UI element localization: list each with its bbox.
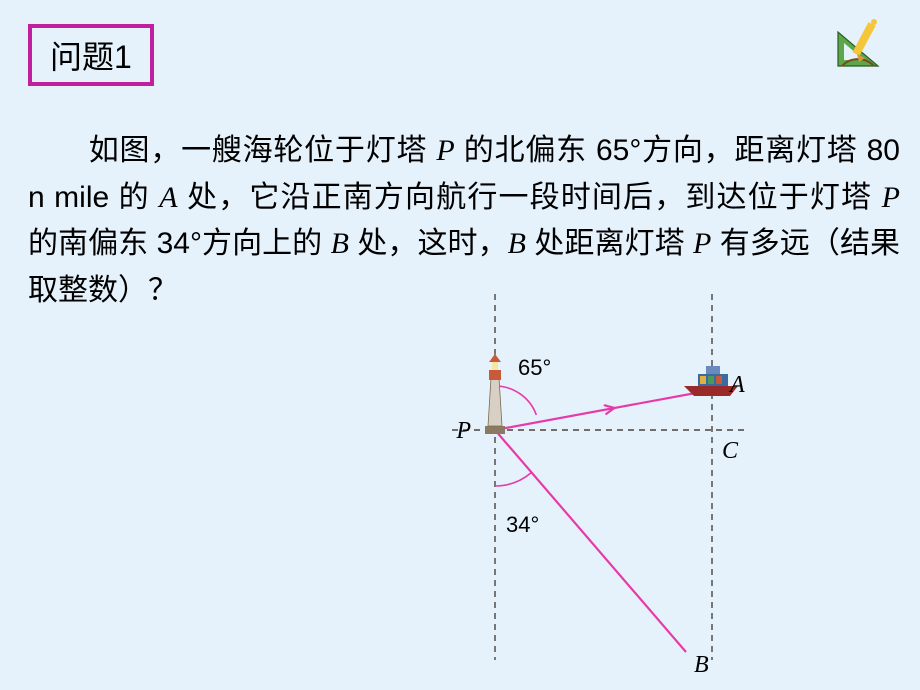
svg-text:34°: 34° bbox=[506, 512, 539, 537]
var-B: B bbox=[331, 227, 349, 260]
var-A: A bbox=[159, 181, 177, 214]
text-seg: 处距离灯塔 bbox=[526, 227, 693, 260]
svg-text:65°: 65° bbox=[518, 355, 551, 380]
svg-text:B: B bbox=[694, 652, 709, 678]
problem-title: 问题1 bbox=[50, 39, 132, 75]
var-P: P bbox=[436, 134, 454, 167]
text-seg: 处，它沿正南方向航行一段时间后，到达位于灯塔 bbox=[178, 181, 882, 214]
text-seg: 处，这时， bbox=[349, 227, 508, 260]
var-P: P bbox=[882, 181, 900, 214]
pencil-triangle-icon bbox=[830, 16, 900, 81]
bearing-diagram: P A C B 65° 34° bbox=[450, 290, 750, 680]
svg-text:A: A bbox=[728, 372, 745, 398]
problem-title-box: 问题1 bbox=[28, 24, 154, 86]
svg-text:P: P bbox=[455, 418, 471, 444]
svg-text:C: C bbox=[722, 438, 739, 464]
text-seg: 的南偏东 34°方向上的 bbox=[28, 227, 331, 260]
var-P: P bbox=[693, 227, 711, 260]
text-seg: 如图，一艘海轮位于灯塔 bbox=[88, 134, 436, 167]
problem-statement: 如图，一艘海轮位于灯塔 P 的北偏东 65°方向，距离灯塔 80 n mile … bbox=[28, 128, 900, 314]
var-B: B bbox=[508, 227, 526, 260]
